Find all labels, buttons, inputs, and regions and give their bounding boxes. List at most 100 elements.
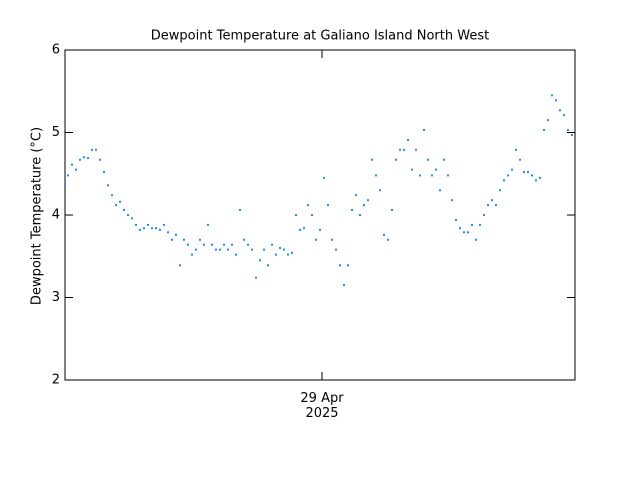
point: [107, 184, 109, 187]
point: [519, 158, 521, 161]
point: [331, 238, 333, 241]
point: [295, 214, 297, 216]
point: [339, 264, 341, 267]
point: [215, 248, 217, 251]
point: [187, 243, 189, 246]
point: [155, 227, 157, 230]
point: [75, 168, 77, 171]
point: [291, 251, 293, 254]
point: [175, 233, 177, 236]
point: [99, 158, 101, 161]
point: [123, 209, 125, 212]
point: [371, 158, 373, 161]
point: [179, 264, 181, 267]
point: [451, 199, 453, 202]
point: [319, 228, 321, 231]
chart-title: Dewpoint Temperature at Galiano Island N…: [151, 29, 489, 44]
point: [543, 129, 545, 132]
point: [383, 233, 385, 236]
point: [367, 199, 369, 202]
point: [303, 227, 305, 230]
point: [87, 157, 89, 160]
point: [375, 174, 377, 177]
point: [219, 248, 221, 251]
point: [247, 243, 249, 246]
point: [567, 129, 569, 132]
x-tick-label-line: 29 Apr: [300, 391, 344, 406]
point: [439, 189, 441, 192]
point: [279, 247, 281, 249]
point: [535, 179, 537, 182]
point: [135, 223, 137, 226]
point: [523, 171, 525, 174]
point: [355, 194, 357, 197]
point: [167, 231, 169, 234]
point: [479, 223, 481, 226]
x-tick-label-line: 2025: [305, 406, 338, 421]
point: [483, 214, 485, 216]
point: [499, 189, 501, 192]
point: [471, 223, 473, 226]
point: [311, 214, 313, 216]
point: [387, 238, 389, 241]
point: [231, 243, 233, 246]
point: [223, 243, 225, 246]
point: [395, 158, 397, 161]
point: [323, 176, 325, 179]
point: [463, 231, 465, 234]
point: [127, 214, 129, 216]
point: [475, 238, 477, 241]
point: [447, 174, 449, 177]
point: [315, 238, 317, 241]
point: [251, 248, 253, 251]
point: [363, 204, 365, 207]
point: [431, 174, 433, 177]
point: [467, 231, 469, 234]
point: [195, 248, 197, 251]
y-tick-label: 4: [52, 208, 60, 223]
point: [119, 200, 121, 203]
y-tick-label: 2: [52, 373, 60, 388]
point: [243, 238, 245, 241]
point: [415, 148, 417, 151]
point: [64, 184, 66, 187]
point: [327, 204, 329, 207]
point: [163, 223, 165, 226]
point: [111, 194, 113, 197]
plot-frame: [64, 49, 576, 381]
point: [347, 264, 349, 267]
point: [79, 158, 81, 161]
point: [563, 114, 565, 117]
point: [91, 148, 93, 151]
point: [235, 253, 237, 256]
point: [259, 259, 261, 262]
point: [239, 209, 241, 212]
point: [103, 171, 105, 174]
point: [171, 238, 173, 241]
point: [423, 129, 425, 132]
point: [403, 148, 405, 151]
point: [515, 148, 517, 151]
point: [455, 218, 457, 221]
point: [283, 248, 285, 251]
point: [191, 253, 193, 256]
point: [411, 168, 413, 171]
y-tick-label: 5: [52, 125, 60, 140]
point: [495, 204, 497, 207]
point: [183, 238, 185, 241]
point: [67, 174, 69, 177]
point: [359, 214, 361, 216]
point: [547, 119, 549, 122]
point: [95, 148, 97, 151]
point: [511, 168, 513, 171]
point: [143, 227, 145, 230]
point: [131, 217, 133, 220]
point: [203, 243, 205, 246]
point: [487, 204, 489, 207]
point: [527, 171, 529, 174]
point: [571, 133, 573, 136]
point: [207, 223, 209, 226]
point: [307, 204, 309, 207]
point: [151, 227, 153, 230]
